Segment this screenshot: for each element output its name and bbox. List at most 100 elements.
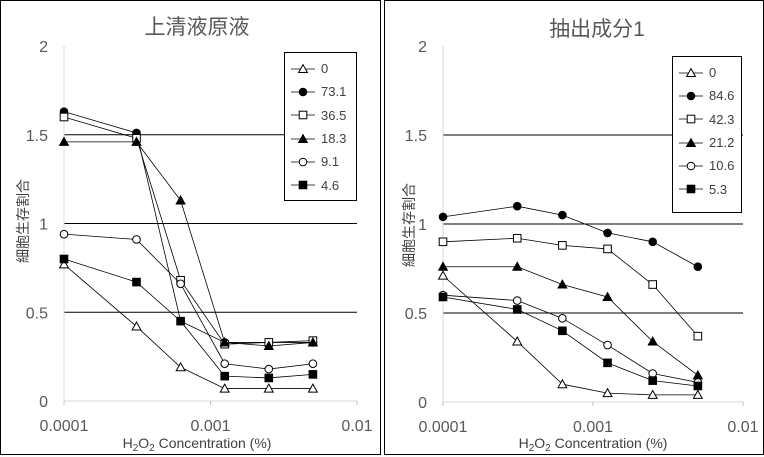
data-point	[647, 389, 658, 399]
data-point	[512, 296, 522, 305]
legend-item: 42.3	[679, 108, 735, 131]
y-tick-label: 0.5	[405, 306, 427, 323]
chart-title: 上清液原液	[144, 16, 250, 39]
legend-swatch	[679, 184, 703, 194]
y-tick-label: 2	[418, 39, 427, 56]
legend-marker	[686, 161, 696, 171]
legend-swatch	[291, 180, 315, 190]
legend-label: 0	[709, 65, 717, 81]
data-point	[175, 194, 186, 205]
series-line	[63, 258, 313, 379]
legend-marker	[685, 67, 697, 77]
legend-marker	[686, 91, 696, 101]
series-line	[443, 266, 699, 376]
data-point	[692, 389, 704, 399]
chart-title: 抽出成分1	[549, 18, 645, 41]
data-point	[263, 340, 275, 350]
y-axis-title: 細胞生存割合	[15, 179, 31, 263]
data-point	[131, 321, 142, 331]
data-point	[511, 336, 523, 346]
legend-label: 5.3	[709, 181, 728, 197]
x-tick-label: 0.0001	[419, 419, 468, 436]
y-tick-label: 0	[418, 395, 427, 412]
legend: 0 84.6 42.3 21.2 10.6 5.3	[672, 56, 742, 213]
legend-marker	[298, 180, 308, 190]
data-point	[264, 364, 274, 374]
series-line	[442, 296, 698, 387]
legend-label: 0	[321, 61, 329, 77]
data-point	[308, 359, 318, 369]
y-tick-label: 1.5	[405, 128, 427, 145]
data-point	[512, 201, 522, 211]
legend-item: 5.3	[679, 177, 735, 200]
legend-item: 0	[291, 57, 350, 80]
data-point	[557, 279, 568, 289]
legend-marker	[685, 137, 697, 147]
legend-swatch	[291, 157, 315, 167]
data-point	[558, 326, 567, 336]
data-point	[438, 212, 448, 222]
series-21.2	[437, 261, 704, 380]
legend-item: 4.6	[291, 173, 350, 196]
data-point	[603, 340, 612, 350]
legend-swatch	[679, 137, 703, 147]
data-point	[58, 258, 70, 269]
legend-marker	[298, 87, 308, 97]
legend-marker	[686, 114, 696, 124]
legend-marker	[297, 63, 309, 73]
legend-swatch	[291, 110, 315, 120]
legend-swatch	[679, 114, 703, 124]
data-point	[132, 277, 141, 287]
legend-swatch	[679, 161, 703, 171]
series-line	[64, 141, 313, 347]
series-0	[58, 258, 319, 393]
y-tick-label: 1.5	[26, 128, 48, 145]
legend-swatch	[679, 91, 703, 101]
legend-label: 42.3	[709, 111, 735, 127]
x-axis-title: H2O2 Concentration (%)	[518, 435, 668, 454]
data-point	[58, 136, 70, 146]
legend-marker	[297, 133, 309, 143]
data-point	[132, 235, 141, 244]
data-point	[693, 331, 703, 341]
data-point	[59, 229, 69, 239]
chart-panel-right: 抽出成分1 0 0.5 1 1.5 2 0.0001 0.001 0.01 H2O2 Conc…	[384, 0, 764, 455]
legend-marker	[298, 110, 308, 120]
series-84.6	[438, 201, 703, 272]
legend-item: 9.1	[291, 150, 350, 173]
legend-item: 73.1	[291, 80, 350, 103]
data-point	[648, 376, 657, 385]
chart-plot-area: 0 0.5 1 1.5 2 0.0001 0.001 0.01	[26, 39, 373, 435]
x-tick-label: 0.001	[190, 418, 230, 435]
data-point	[558, 210, 567, 220]
data-point	[176, 279, 185, 289]
data-point	[176, 316, 185, 326]
y-tick-label: 0.5	[26, 305, 48, 322]
series-line	[442, 237, 699, 337]
legend-label: 36.5	[321, 107, 347, 123]
data-point	[602, 387, 613, 398]
series-9.1	[59, 229, 318, 374]
series-line	[63, 264, 313, 389]
series-line	[442, 205, 699, 268]
x-tick-label: 0.01	[341, 418, 372, 435]
data-point	[558, 241, 567, 250]
data-point	[511, 261, 523, 271]
data-point	[131, 136, 142, 146]
data-point	[437, 261, 449, 271]
y-tick-label: 2	[39, 39, 48, 56]
data-point	[263, 383, 275, 393]
legend-item: 36.5	[291, 104, 350, 127]
legend-label: 4.6	[321, 177, 340, 193]
data-point	[219, 336, 230, 347]
data-point	[59, 112, 69, 122]
data-point	[557, 378, 568, 389]
data-point	[219, 383, 230, 393]
y-tick-label: 1	[39, 217, 48, 234]
series-10.6	[438, 290, 703, 387]
data-point	[220, 371, 229, 381]
series-18.3	[58, 136, 319, 350]
legend-item: 21.2	[679, 131, 735, 154]
legend: 0 73.1 36.5 18.3 9.1 4.6	[284, 52, 357, 201]
data-point	[648, 280, 657, 289]
